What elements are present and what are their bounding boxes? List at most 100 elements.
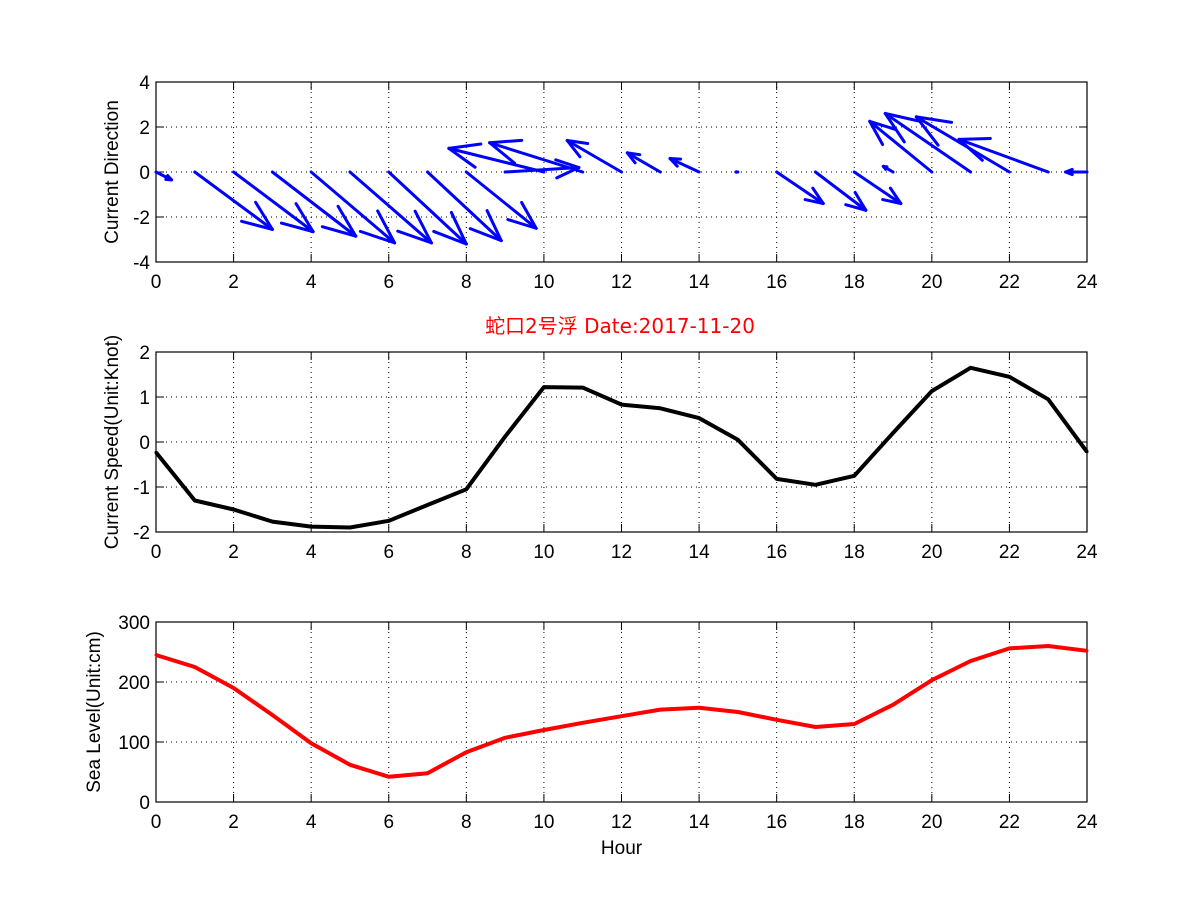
direction-xtick-label: 12 xyxy=(611,272,632,293)
speed-ytick-label: -1 xyxy=(133,478,150,499)
direction-vector-arrow xyxy=(488,138,585,174)
direction-vector-arrow xyxy=(868,119,934,174)
direction-vector-arrow xyxy=(348,170,433,245)
direction-ylabel: Current Direction xyxy=(102,100,123,244)
sea-level-data-point xyxy=(426,771,430,775)
sea-level-data-point xyxy=(658,708,662,712)
sea-level-data-point xyxy=(736,710,740,714)
sea-level-data-point xyxy=(154,653,158,657)
direction-vector-arrow xyxy=(193,170,274,231)
sea-level-xtick-label: 8 xyxy=(461,812,472,833)
sea-level-data-point xyxy=(775,718,779,722)
direction-vector-arrow xyxy=(270,170,358,238)
speed-data-point xyxy=(426,503,430,507)
speed-xtick-label: 14 xyxy=(689,542,711,563)
sea-level-data-point xyxy=(348,763,352,767)
sea-level-data-point xyxy=(387,775,391,779)
speed-data-point xyxy=(581,386,585,390)
direction-xtick-label: 2 xyxy=(228,272,239,293)
direction-vector-arrow xyxy=(565,139,623,174)
speed-data-point xyxy=(1046,397,1050,401)
speed-xtick-label: 0 xyxy=(151,542,162,563)
direction-xtick-label: 10 xyxy=(533,272,554,293)
speed-ytick-label: 1 xyxy=(139,388,150,409)
direction-xtick-label: 20 xyxy=(921,272,942,293)
sea-level-data-point xyxy=(270,713,274,717)
direction-vector-arrow xyxy=(668,157,701,174)
speed-data-point xyxy=(736,438,740,442)
sea-level-ytick-label: 100 xyxy=(118,733,150,754)
direction-xtick-label: 24 xyxy=(1076,272,1098,293)
sea-level-xtick-label: 18 xyxy=(844,812,865,833)
speed-data-point xyxy=(309,525,313,529)
direction-ytick-label: 2 xyxy=(139,118,150,139)
direction-vector-arrow xyxy=(852,170,903,205)
chart-title: 蛇口2号浮 Date:2017-11-20 xyxy=(485,314,755,338)
speed-data-point xyxy=(1085,450,1089,454)
sea-level-xtick-label: 14 xyxy=(689,812,711,833)
sea-level-xlabel: Hour xyxy=(601,838,643,859)
speed-xtick-label: 2 xyxy=(228,542,239,563)
sea-level-xtick-label: 22 xyxy=(999,812,1020,833)
sea-level-data-point xyxy=(581,721,585,725)
direction-vector-arrow xyxy=(447,142,546,174)
direction-vector-arrow xyxy=(309,170,397,245)
direction-ytick-label: 0 xyxy=(139,163,150,184)
direction-xtick-label: 16 xyxy=(766,272,787,293)
direction-vector-arrow xyxy=(957,136,1050,174)
direction-ytick-label: -2 xyxy=(133,208,150,229)
sea-level-xtick-label: 4 xyxy=(306,812,317,833)
speed-ytick-label: 2 xyxy=(139,343,150,364)
speed-data-point xyxy=(813,483,817,487)
direction-xtick-label: 22 xyxy=(999,272,1020,293)
sea-level-ytick-label: 0 xyxy=(139,793,150,814)
direction-vector-arrow xyxy=(426,170,503,243)
sea-level-data-point xyxy=(542,728,546,732)
speed-ytick-label: -2 xyxy=(133,523,150,544)
direction-xtick-label: 14 xyxy=(689,272,711,293)
sea-level-xtick-label: 6 xyxy=(383,812,394,833)
sea-level-data-point xyxy=(309,741,313,745)
sea-level-data-point xyxy=(697,706,701,710)
direction-xtick-label: 0 xyxy=(151,272,162,293)
sea-level-data-point xyxy=(193,665,197,669)
sea-level-ylabel: Sea Level(Unit:cm) xyxy=(84,631,105,793)
sea-level-data-point xyxy=(503,736,507,740)
speed-xtick-label: 6 xyxy=(383,542,394,563)
speed-xtick-label: 22 xyxy=(999,542,1020,563)
sea-level-data-point xyxy=(620,714,623,718)
direction-vector-arrow xyxy=(1064,167,1089,177)
speed-xtick-label: 8 xyxy=(461,542,472,563)
sea-level-xtick-label: 12 xyxy=(611,812,632,833)
sea-level-data-point xyxy=(1046,644,1050,648)
speed-data-point xyxy=(969,366,973,370)
speed-data-point xyxy=(1007,375,1011,379)
speed-data-point xyxy=(891,431,895,435)
speed-data-point xyxy=(270,520,274,524)
speed-data-point xyxy=(620,403,623,407)
direction-xtick-label: 8 xyxy=(461,272,472,293)
speed-data-point xyxy=(387,519,391,523)
direction-vector-arrow xyxy=(883,112,973,174)
direction-xtick-label: 18 xyxy=(844,272,865,293)
sea-level-data-point xyxy=(852,722,856,726)
sea-level-data-point xyxy=(1085,649,1089,653)
direction-vector-arrow xyxy=(813,170,868,212)
sea-level-xtick-label: 24 xyxy=(1076,812,1098,833)
direction-vector-arrow xyxy=(387,170,468,246)
speed-xtick-label: 18 xyxy=(844,542,865,563)
sea-level-xtick-label: 10 xyxy=(533,812,554,833)
sea-level-data-point xyxy=(813,725,817,729)
sea-level-xtick-label: 0 xyxy=(151,812,162,833)
sea-level-data-point xyxy=(930,678,934,682)
sea-level-data-point xyxy=(969,659,973,663)
sea-level-xtick-label: 16 xyxy=(766,812,787,833)
sea-level-xtick-label: 2 xyxy=(228,812,239,833)
sea-level-data-point xyxy=(1007,646,1011,650)
speed-xtick-label: 4 xyxy=(306,542,317,563)
speed-data-point xyxy=(658,406,662,410)
